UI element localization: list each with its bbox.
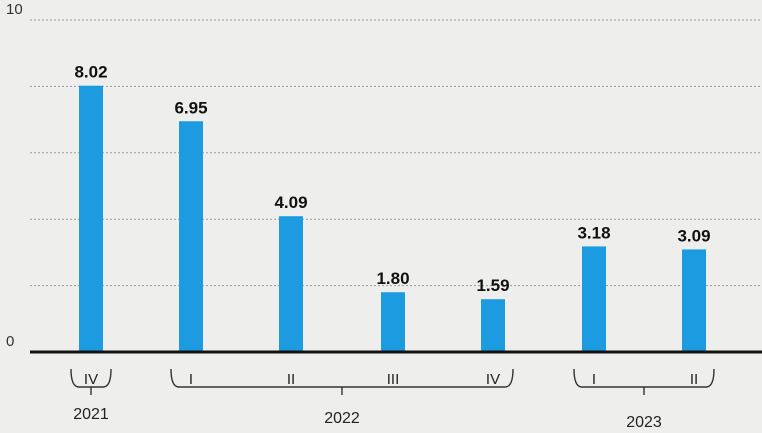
data-label: 3.09 xyxy=(677,226,710,245)
x-group-label: 2022 xyxy=(324,410,360,427)
x-tick-label: II xyxy=(690,371,698,388)
x-tick-label: IV xyxy=(486,371,500,388)
x-tick-label: I xyxy=(592,371,596,388)
bar xyxy=(179,121,203,352)
data-label: 1.80 xyxy=(376,269,409,288)
bar xyxy=(582,246,606,352)
x-tick-label: IV xyxy=(84,371,98,388)
data-label: 4.09 xyxy=(274,193,307,212)
data-label: 8.02 xyxy=(74,63,107,82)
y-tick-label: 0 xyxy=(6,333,14,350)
x-group-label: 2023 xyxy=(626,414,662,431)
bar xyxy=(279,216,303,352)
x-tick-label: I xyxy=(189,371,193,388)
bar xyxy=(481,299,505,352)
bar xyxy=(381,292,405,352)
data-label: 3.18 xyxy=(577,223,610,242)
y-tick-label: 10 xyxy=(6,1,23,18)
bar xyxy=(682,249,706,352)
x-tick-label: II xyxy=(287,371,295,388)
gridlines xyxy=(30,19,762,287)
bar xyxy=(79,85,103,353)
data-label: 1.59 xyxy=(476,276,509,295)
x-group-label: 2021 xyxy=(73,406,109,423)
group-bracket xyxy=(170,368,514,388)
bars xyxy=(79,85,706,353)
data-label: 6.95 xyxy=(174,98,207,117)
value-labels: 8.02 6.95 4.09 1.80 1.59 3.18 3.09 xyxy=(74,63,710,295)
x-tick-label: III xyxy=(387,371,400,388)
